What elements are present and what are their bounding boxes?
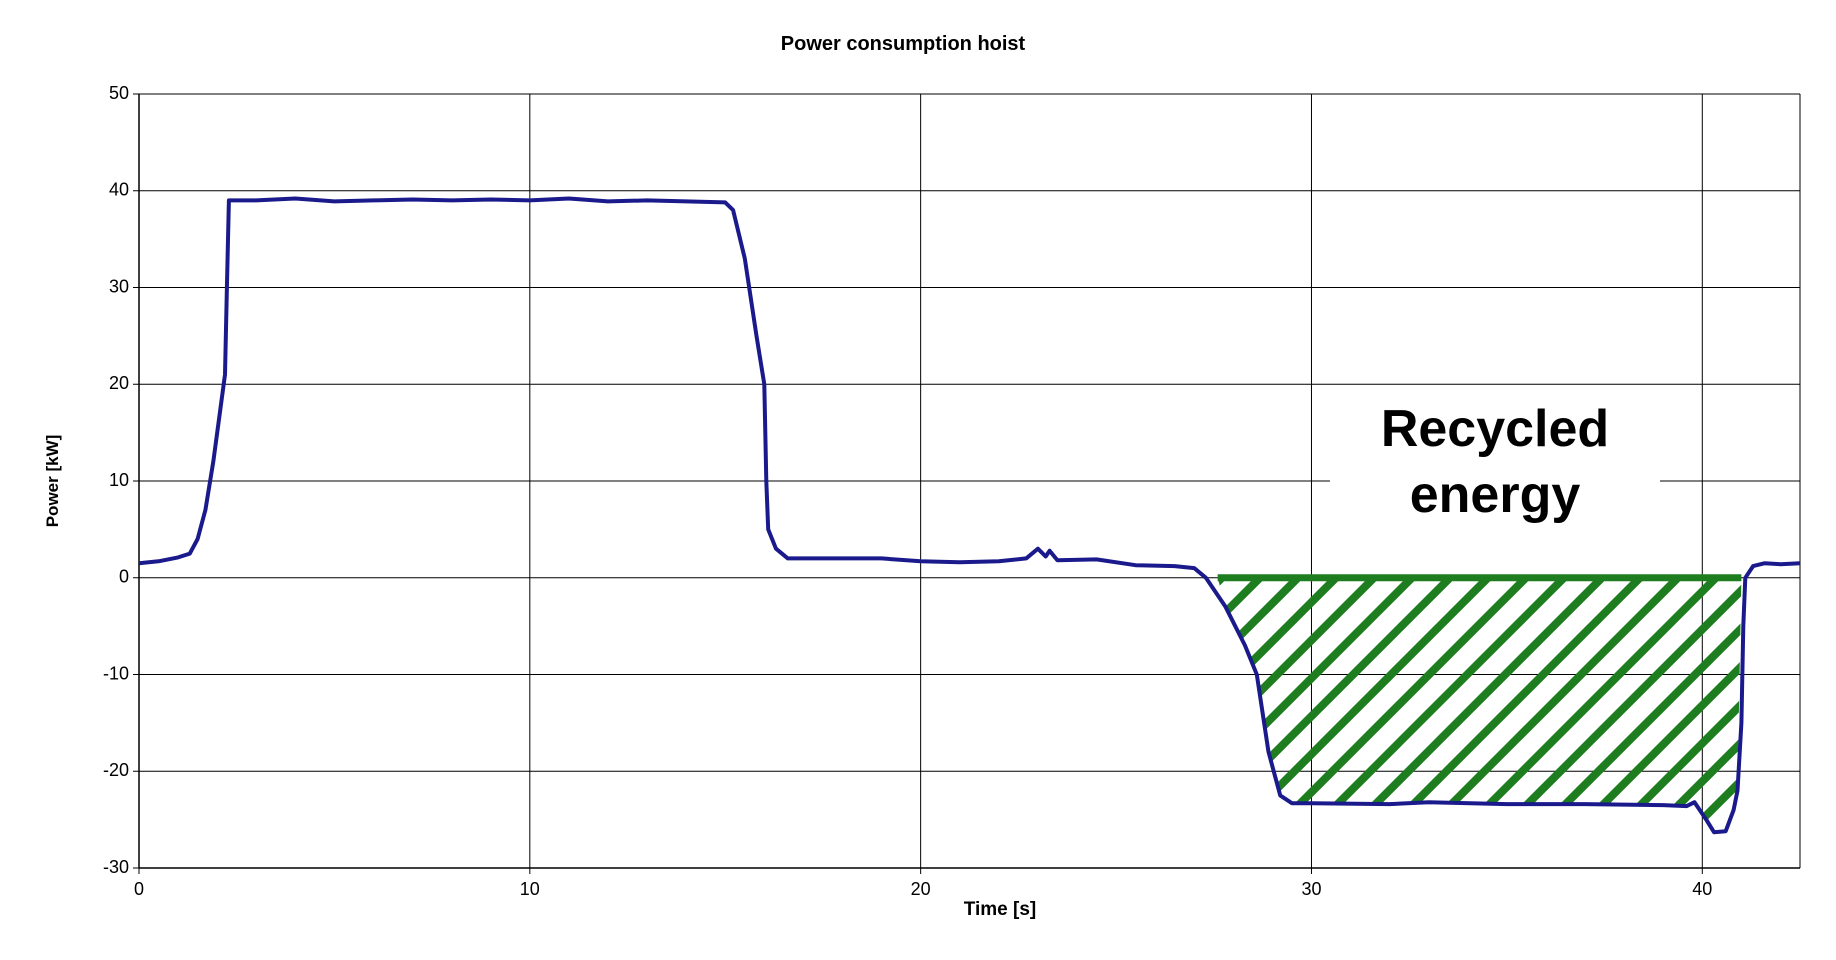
hatch-line [1217,577,1415,833]
annotation: Recycled energy [1330,392,1660,532]
hatch-line [1217,577,1339,833]
y-tick-label: 20 [109,373,129,393]
y-tick-label: -30 [103,857,129,877]
hatch-line [1422,577,1719,833]
data-line [138,196,1801,835]
hatch-line [818,578,1108,868]
hatch [818,577,1836,868]
x-tick-label: 20 [911,879,931,899]
hatch-line [1346,577,1643,833]
x-tick-label: 10 [520,879,540,899]
hatch-line [1536,577,1742,833]
hatch-line [1217,577,1225,833]
x-tick-label: 30 [1301,879,1321,899]
hatch-line [1217,577,1377,833]
hatch-line [1217,577,1491,833]
hatch-line [1384,577,1681,833]
y-tick-label: -10 [103,663,129,683]
y-tick-label: 0 [119,567,129,587]
x-tick-label: 0 [134,879,144,899]
hatch-line [856,578,1146,868]
y-tick-label: 40 [109,180,129,200]
x-tick-label: 40 [1692,879,1712,899]
x-axis-label: Time [s] [964,899,1037,920]
hatch-line [1726,577,1742,833]
hatch-line [894,578,1184,868]
hatch-line [1768,578,1836,868]
y-tick-label: 50 [109,83,129,103]
hatch-line [1498,577,1742,833]
chart-title: Power consumption hoist [781,33,1026,55]
hatch-line [1308,577,1605,833]
y-tick-label: 30 [109,276,129,296]
hatch-line [1270,577,1567,833]
y-tick-label: -20 [103,760,129,780]
hatch-line [1217,577,1453,833]
hatch-line [1217,577,1301,833]
y-axis-label: Power [kW] [43,435,62,528]
hatch-line [1217,577,1263,833]
hatch-line [1232,577,1529,833]
y-tick-label: 10 [109,470,129,490]
